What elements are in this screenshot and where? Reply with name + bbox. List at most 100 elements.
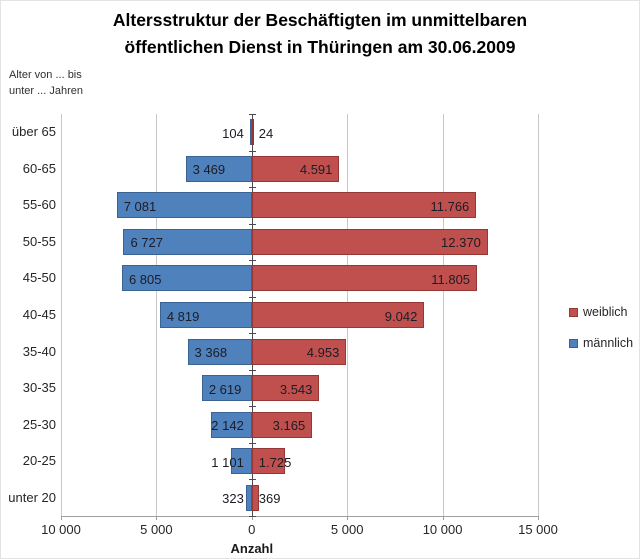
x-tick-label: 0 [248, 522, 256, 537]
legend-label-weiblich: weiblich [583, 305, 628, 319]
category-axis-tick [248, 333, 256, 335]
bar-label-männlich: 2 142 [211, 418, 244, 434]
bar-label-männlich: 104 [222, 125, 244, 141]
bar-weiblich-45-50 [251, 265, 478, 292]
x-tick-label: 15 000 [518, 522, 558, 537]
category-axis-tick [248, 296, 256, 298]
bar-label-männlich: 1 101 [211, 454, 244, 470]
category-label: 50-55 [22, 233, 56, 249]
x-axis-title: Anzahl [230, 541, 274, 556]
bar-männlich-45-50 [121, 265, 252, 292]
legend-item-weiblich: weiblich [569, 305, 633, 319]
y-axis-note-line1: Alter von ... bis [9, 69, 82, 81]
category-axis-labels: über 65 60-65 55-60 50-55 45-50 40-45 35-40 30-… [1, 114, 56, 516]
category-label: unter 20 [8, 489, 56, 505]
x-tick-label: 5 000 [330, 522, 364, 537]
category-axis-tick [248, 406, 256, 408]
bar-label-weiblich: 12.370 [441, 235, 481, 251]
bar-weiblich-55-60 [251, 192, 477, 219]
bar-label-männlich: 4 819 [166, 308, 200, 324]
bar-label-männlich: 7 081 [123, 198, 157, 214]
chart-title-line2: öffentlichen Dienst in Thüringen am 30.0… [124, 37, 516, 57]
bar-männlich-60-65 [185, 155, 252, 182]
bar-label-weiblich: 4.953 [306, 345, 340, 361]
bar-label-männlich: 323 [222, 491, 244, 507]
bar-männlich-unter-20 [245, 484, 252, 511]
gridline [156, 114, 158, 516]
bar-weiblich-unter-20 [251, 484, 259, 511]
category-axis-tick [248, 260, 256, 262]
bar-label-weiblich: 3.543 [279, 381, 313, 397]
x-tick-label: 10 000 [41, 522, 81, 537]
x-axis-tick [251, 516, 253, 520]
y-axis-note-line2: unter ... Jahren [9, 85, 83, 97]
category-label: 35-40 [22, 343, 56, 359]
bar-label-weiblich: 4.591 [299, 162, 333, 178]
bar-label-weiblich: 11.766 [430, 198, 470, 214]
gridline [61, 114, 62, 516]
x-axis-tick [442, 516, 444, 520]
gridline [442, 114, 444, 516]
chart-title-line1: Altersstruktur der Beschäftigten im unmi… [112, 10, 528, 30]
x-axis-tick [347, 516, 349, 520]
bar-weiblich-25-30 [251, 411, 313, 438]
gridline [538, 114, 539, 516]
bar-label-männlich: 6 805 [128, 271, 162, 287]
bar-männlich-über-65 [249, 119, 252, 146]
category-axis-tick [248, 187, 256, 189]
legend-label-maennlich: männlich [583, 336, 634, 350]
bar-label-weiblich: 3.165 [272, 418, 306, 434]
bar-männlich-50-55 [123, 228, 252, 255]
bar-weiblich-60-65 [251, 155, 340, 182]
category-label: 55-60 [22, 197, 56, 213]
x-axis-tick [156, 516, 158, 520]
plot-area: 104 3 469 7 081 6 727 6 805 4 819 3 368 2 619 2 … [61, 114, 539, 520]
bar-männlich-20-25 [230, 448, 252, 475]
category-label: über 65 [11, 124, 56, 140]
bar-label-weiblich: 9.042 [384, 308, 418, 324]
bar-label-männlich: 6 727 [130, 235, 163, 251]
category-label: 30-35 [22, 380, 56, 396]
bar-label-männlich: 2 619 [208, 381, 242, 397]
category-axis-tick [248, 150, 256, 152]
category-axis-tick [248, 114, 256, 115]
weiblich-swatch-icon [569, 307, 578, 317]
bar-weiblich-30-35 [251, 375, 320, 402]
category-axis-tick [248, 516, 256, 517]
bar-männlich-35-40 [187, 338, 252, 365]
bar-label-weiblich: 24 [258, 125, 274, 141]
category-label: 45-50 [22, 270, 56, 286]
bar-label-weiblich: 369 [258, 491, 281, 507]
bar-label-männlich: 3 469 [192, 162, 226, 178]
bar-weiblich-35-40 [251, 338, 347, 365]
bar-weiblich-20-25 [251, 448, 285, 475]
bar-weiblich-über-65 [251, 119, 254, 146]
bar-männlich-55-60 [116, 192, 252, 219]
x-axis-line [61, 516, 538, 517]
bar-weiblich-50-55 [251, 228, 488, 255]
category-label: 60-65 [22, 160, 56, 176]
x-axis-tick [61, 516, 62, 520]
x-tick-label: 10 000 [422, 522, 463, 537]
bar-männlich-40-45 [159, 302, 252, 328]
category-label: 25-30 [22, 416, 56, 432]
y-axis-note: Alter von ... bis unter ... Jahren [9, 67, 83, 99]
bar-label-weiblich: 1.725 [258, 454, 292, 470]
chart-title: Altersstruktur der Beschäftigten im unmi… [1, 7, 639, 61]
legend-item-maennlich: männlich [569, 336, 633, 350]
x-tick-label: 5 000 [140, 522, 173, 537]
category-axis-tick [248, 369, 256, 371]
bar-weiblich-40-45 [251, 302, 425, 328]
bar-männlich-25-30 [210, 411, 252, 438]
x-axis-tick [538, 516, 539, 520]
category-label: 20-25 [22, 453, 56, 469]
maennlich-swatch-icon [569, 338, 578, 348]
bar-label-männlich: 3 368 [194, 345, 228, 361]
category-axis-tick [248, 223, 256, 225]
category-axis-tick [248, 442, 256, 444]
bar-label-weiblich: 11.805 [431, 271, 471, 287]
category-axis-tick [248, 479, 256, 481]
legend: weiblich männlich [569, 305, 633, 367]
category-label: 40-45 [22, 307, 56, 322]
